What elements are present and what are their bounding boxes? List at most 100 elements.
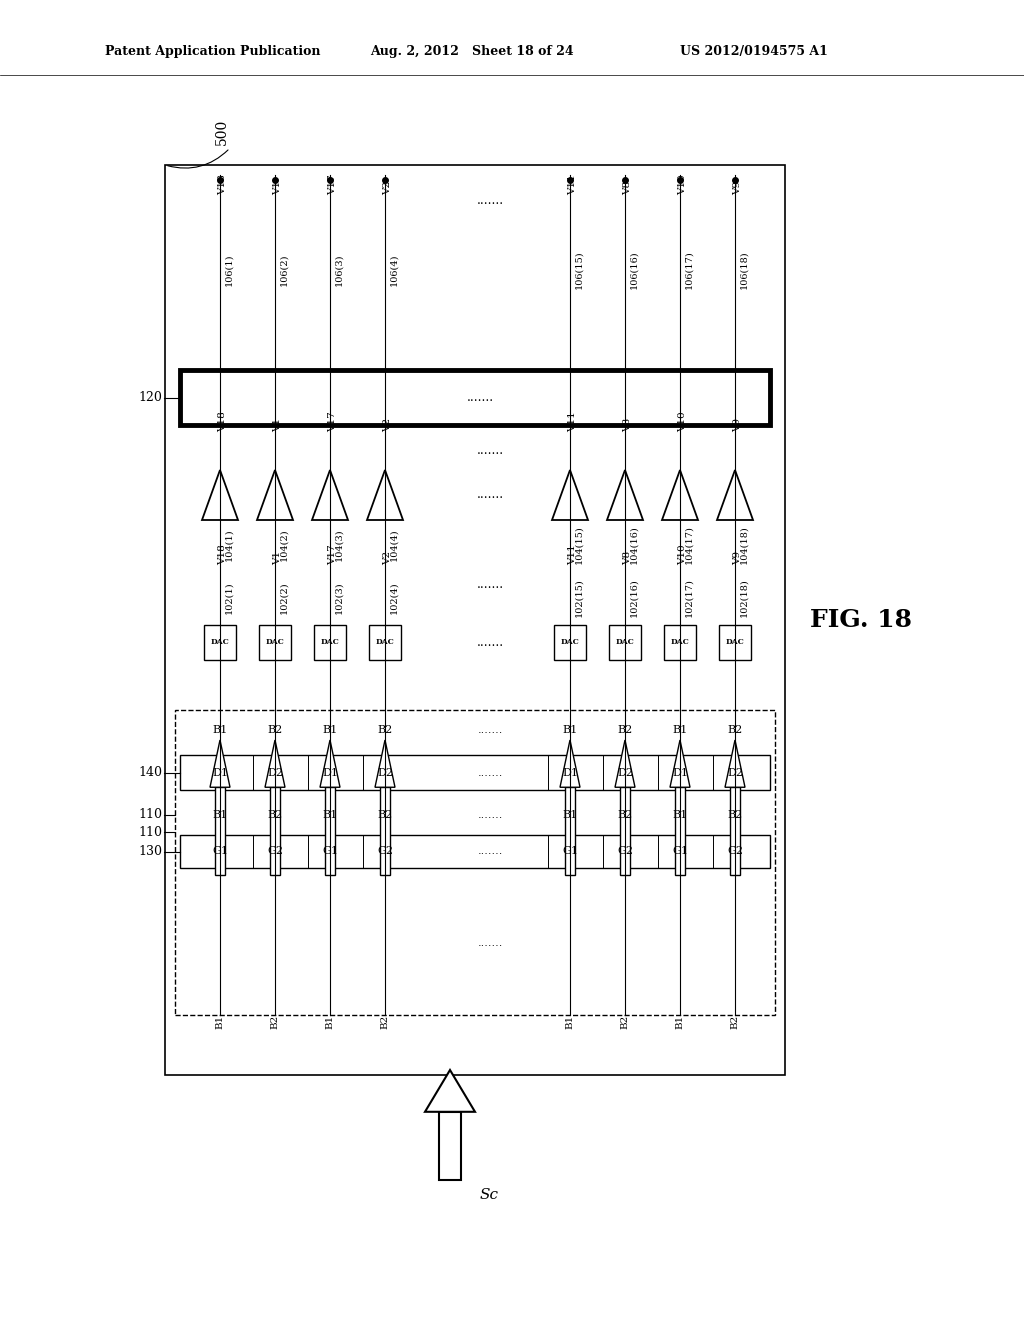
- Polygon shape: [265, 741, 285, 787]
- Bar: [180, 836, 770, 869]
- Bar: [675, 787, 685, 875]
- Text: V2: V2: [384, 418, 392, 432]
- Text: 104(17): 104(17): [684, 525, 693, 565]
- Bar: [180, 370, 770, 425]
- Text: B2: B2: [730, 1015, 739, 1030]
- Text: D2: D2: [267, 767, 283, 777]
- Text: B2: B2: [378, 725, 392, 735]
- Text: V17: V17: [329, 544, 338, 565]
- Text: V1: V1: [273, 181, 283, 195]
- Bar: [438, 1111, 461, 1180]
- Text: 106(16): 106(16): [629, 251, 638, 289]
- Text: Patent Application Publication: Patent Application Publication: [105, 45, 321, 58]
- Polygon shape: [367, 470, 403, 520]
- Text: 102(3): 102(3): [334, 582, 343, 614]
- Text: G2: G2: [377, 846, 393, 857]
- Text: B2: B2: [617, 725, 633, 735]
- Text: 106(15): 106(15): [574, 251, 583, 289]
- Bar: [719, 624, 751, 660]
- Polygon shape: [670, 741, 690, 787]
- Text: V9: V9: [733, 181, 742, 195]
- Polygon shape: [662, 470, 698, 520]
- Polygon shape: [425, 1071, 475, 1111]
- Text: D1: D1: [672, 767, 688, 777]
- Text: B2: B2: [617, 810, 633, 820]
- Polygon shape: [202, 470, 238, 520]
- Text: FIG. 18: FIG. 18: [810, 609, 912, 632]
- Polygon shape: [725, 741, 745, 787]
- Text: B1: B1: [676, 1015, 684, 1030]
- Text: D2: D2: [377, 767, 393, 777]
- Text: 102(1): 102(1): [224, 582, 233, 614]
- Text: B1: B1: [323, 725, 338, 735]
- Bar: [215, 787, 225, 875]
- Text: .......: .......: [477, 767, 503, 777]
- Bar: [204, 624, 236, 660]
- Text: .......: .......: [477, 846, 503, 857]
- Text: 102(2): 102(2): [279, 582, 288, 614]
- Bar: [314, 624, 346, 660]
- Text: V2: V2: [384, 550, 392, 565]
- Text: .......: .......: [476, 444, 504, 457]
- Text: 104(2): 104(2): [279, 529, 288, 561]
- Bar: [175, 710, 775, 1015]
- Text: V1: V1: [273, 550, 283, 565]
- Polygon shape: [552, 470, 588, 520]
- Text: .......: .......: [476, 578, 504, 591]
- Bar: [165, 165, 785, 1074]
- Text: 104(18): 104(18): [739, 525, 748, 565]
- Bar: [380, 787, 390, 875]
- Text: .......: .......: [476, 194, 504, 206]
- Bar: [180, 755, 770, 789]
- Text: B2: B2: [727, 810, 742, 820]
- Text: 140: 140: [138, 766, 162, 779]
- Text: Aug. 2, 2012   Sheet 18 of 24: Aug. 2, 2012 Sheet 18 of 24: [370, 45, 573, 58]
- Bar: [730, 787, 740, 875]
- Text: V8: V8: [624, 550, 633, 565]
- Text: V10: V10: [679, 174, 687, 195]
- Text: V18: V18: [218, 544, 227, 565]
- Text: V10: V10: [679, 544, 687, 565]
- Text: D1: D1: [212, 767, 228, 777]
- Text: .......: .......: [476, 488, 504, 502]
- Text: 102(15): 102(15): [574, 578, 583, 618]
- Text: 106(17): 106(17): [684, 251, 693, 289]
- Text: DAC: DAC: [615, 639, 635, 647]
- Text: V8: V8: [624, 181, 633, 195]
- Text: DAC: DAC: [376, 639, 394, 647]
- Text: DAC: DAC: [726, 639, 744, 647]
- Text: 102(18): 102(18): [739, 578, 748, 618]
- Polygon shape: [312, 470, 348, 520]
- Polygon shape: [717, 470, 753, 520]
- Text: 106(1): 106(1): [224, 253, 233, 286]
- Text: DAC: DAC: [265, 639, 285, 647]
- Text: 106(3): 106(3): [334, 253, 343, 286]
- Text: V1: V1: [273, 418, 283, 432]
- Text: D2: D2: [617, 767, 633, 777]
- Polygon shape: [375, 741, 395, 787]
- Text: V11: V11: [568, 174, 578, 195]
- Text: 102(17): 102(17): [684, 578, 693, 618]
- Text: B2: B2: [378, 810, 392, 820]
- Bar: [609, 624, 641, 660]
- Text: US 2012/0194575 A1: US 2012/0194575 A1: [680, 45, 827, 58]
- Polygon shape: [210, 741, 230, 787]
- Text: DAC: DAC: [560, 639, 580, 647]
- Text: 110: 110: [138, 808, 162, 821]
- Text: 104(15): 104(15): [574, 525, 583, 565]
- Text: 120: 120: [138, 391, 162, 404]
- Text: .......: .......: [477, 810, 503, 820]
- Text: G1: G1: [212, 846, 228, 857]
- Text: 500: 500: [215, 119, 229, 145]
- Polygon shape: [615, 741, 635, 787]
- Text: G2: G2: [267, 846, 283, 857]
- Text: 104(1): 104(1): [224, 529, 233, 561]
- Text: 106(4): 106(4): [389, 253, 398, 286]
- Text: 104(3): 104(3): [334, 529, 343, 561]
- Polygon shape: [257, 470, 293, 520]
- Bar: [664, 624, 696, 660]
- Text: V9: V9: [733, 550, 742, 565]
- Text: .......: .......: [477, 937, 503, 948]
- Text: B1: B1: [212, 725, 227, 735]
- Text: B1: B1: [215, 1015, 224, 1030]
